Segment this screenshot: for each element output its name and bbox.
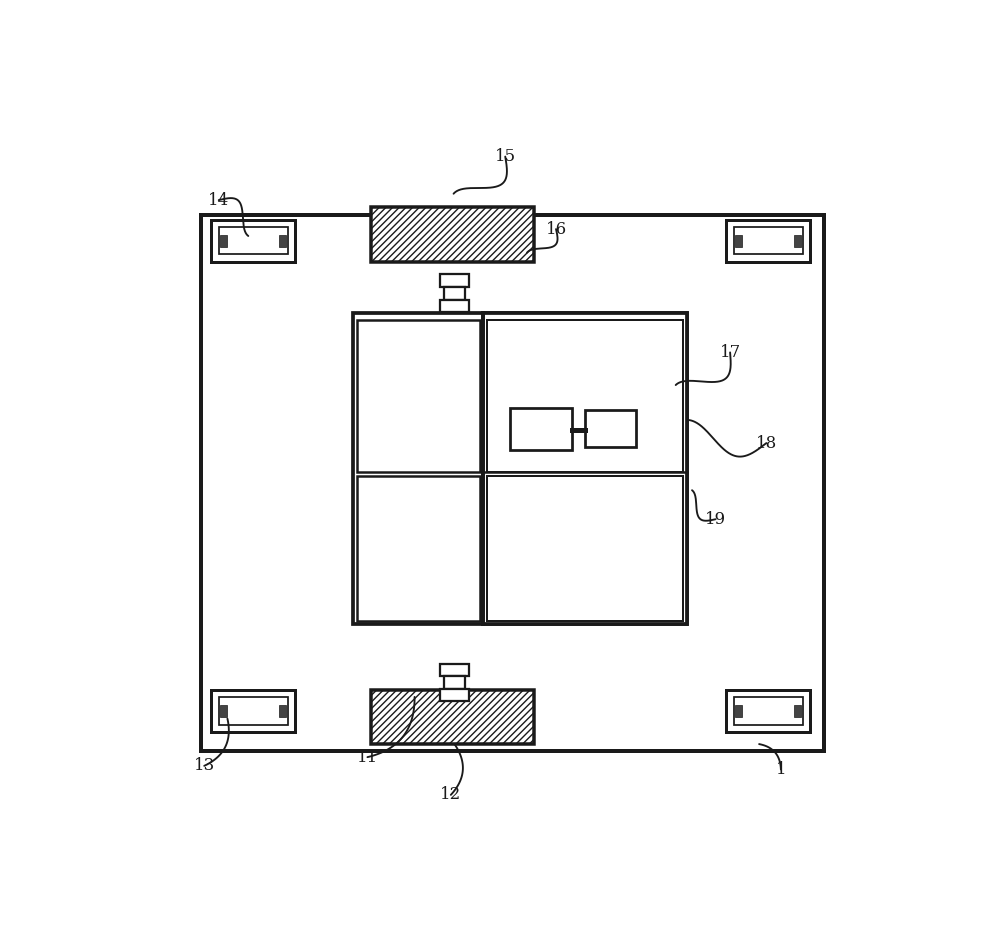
Bar bbox=[483, 313, 687, 625]
Bar bbox=[734, 227, 803, 254]
Bar bbox=[357, 319, 480, 472]
Bar bbox=[726, 690, 810, 732]
Bar bbox=[794, 705, 801, 717]
Bar bbox=[220, 235, 227, 247]
Text: 17: 17 bbox=[719, 344, 741, 361]
Bar bbox=[487, 476, 683, 621]
Text: 19: 19 bbox=[705, 511, 726, 528]
Bar bbox=[794, 235, 801, 247]
Bar bbox=[201, 215, 824, 752]
Bar bbox=[279, 235, 286, 247]
Bar bbox=[735, 705, 742, 717]
Text: 11: 11 bbox=[357, 749, 378, 766]
Bar bbox=[371, 207, 534, 262]
Bar bbox=[735, 235, 742, 247]
Bar bbox=[444, 287, 465, 300]
Bar bbox=[357, 476, 480, 621]
Bar bbox=[734, 697, 803, 724]
Text: 1: 1 bbox=[776, 761, 786, 778]
Bar bbox=[440, 689, 469, 701]
Text: 14: 14 bbox=[208, 191, 229, 208]
Bar bbox=[726, 219, 810, 262]
Bar bbox=[585, 411, 636, 447]
Bar bbox=[220, 705, 227, 717]
Bar bbox=[510, 408, 572, 450]
Text: 15: 15 bbox=[495, 148, 516, 165]
Bar bbox=[440, 664, 469, 676]
Text: 18: 18 bbox=[756, 434, 777, 451]
Bar bbox=[440, 274, 469, 287]
Bar bbox=[219, 697, 288, 724]
Bar bbox=[444, 676, 465, 689]
Bar bbox=[353, 313, 687, 625]
Bar bbox=[211, 690, 295, 732]
Bar bbox=[219, 227, 288, 254]
Bar bbox=[371, 690, 534, 744]
Text: 16: 16 bbox=[545, 220, 567, 237]
Bar bbox=[279, 705, 286, 717]
Bar bbox=[211, 219, 295, 262]
Text: 13: 13 bbox=[194, 757, 215, 774]
Text: 12: 12 bbox=[440, 787, 461, 804]
Bar bbox=[487, 319, 683, 472]
Bar bbox=[440, 300, 469, 312]
